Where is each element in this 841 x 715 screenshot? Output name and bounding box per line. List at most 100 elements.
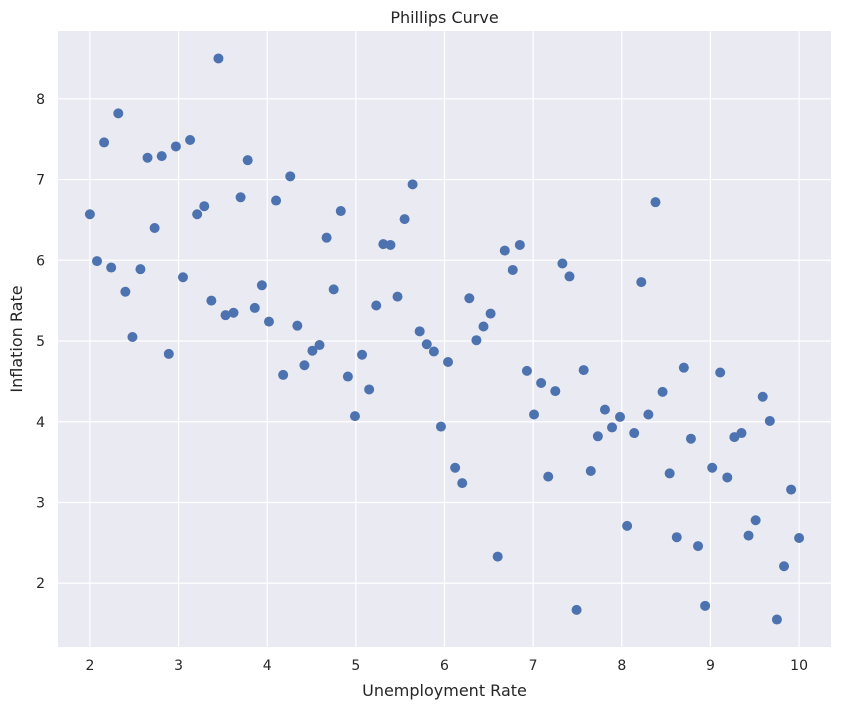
data-point bbox=[671, 532, 682, 543]
data-point bbox=[106, 262, 117, 273]
data-point bbox=[657, 386, 668, 397]
y-axis-label: Inflation Rate bbox=[7, 285, 26, 392]
data-point bbox=[84, 209, 95, 220]
x-tick-label: 9 bbox=[706, 658, 715, 674]
data-point bbox=[435, 421, 446, 432]
x-axis-label: Unemployment Rate bbox=[362, 681, 527, 700]
data-point bbox=[707, 462, 718, 473]
data-point bbox=[643, 409, 654, 420]
data-point bbox=[92, 256, 103, 267]
data-point bbox=[235, 192, 246, 203]
data-point bbox=[636, 277, 647, 288]
data-point bbox=[399, 214, 410, 225]
data-point bbox=[249, 302, 260, 313]
data-point bbox=[521, 365, 532, 376]
data-point bbox=[407, 179, 418, 190]
data-point bbox=[349, 411, 360, 422]
data-point bbox=[285, 171, 296, 182]
data-point bbox=[794, 533, 805, 544]
data-point bbox=[364, 384, 375, 395]
y-tick-label: 3 bbox=[36, 495, 45, 511]
data-point bbox=[786, 484, 797, 495]
data-point bbox=[736, 428, 747, 439]
x-tick-label: 5 bbox=[351, 658, 360, 674]
data-point bbox=[328, 284, 339, 295]
data-point bbox=[564, 271, 575, 282]
data-point bbox=[321, 232, 332, 243]
data-point bbox=[507, 264, 518, 275]
data-point bbox=[220, 310, 231, 321]
data-point bbox=[492, 551, 503, 562]
data-point bbox=[385, 239, 396, 250]
data-point bbox=[127, 331, 138, 342]
data-point bbox=[592, 431, 603, 442]
data-point bbox=[156, 151, 167, 162]
data-point bbox=[607, 422, 618, 433]
data-point bbox=[478, 321, 489, 332]
data-point bbox=[213, 53, 224, 64]
data-point bbox=[185, 134, 196, 145]
data-point bbox=[678, 362, 689, 373]
data-point bbox=[722, 472, 733, 483]
data-point bbox=[170, 141, 181, 152]
data-point bbox=[471, 335, 482, 346]
data-point bbox=[743, 530, 754, 541]
data-point bbox=[428, 346, 439, 357]
x-axis-ticks: 2 3 4 5 6 7 8 9 10 bbox=[85, 658, 808, 674]
data-point bbox=[292, 320, 303, 331]
data-point bbox=[443, 357, 454, 368]
data-point bbox=[149, 222, 160, 233]
data-point bbox=[700, 600, 711, 611]
x-tick-label: 4 bbox=[263, 658, 272, 674]
data-point bbox=[450, 462, 461, 473]
chart-title: Phillips Curve bbox=[390, 8, 498, 27]
data-point bbox=[228, 307, 239, 318]
data-point bbox=[421, 339, 432, 350]
y-tick-label: 5 bbox=[36, 334, 45, 350]
data-point bbox=[557, 258, 568, 269]
data-point bbox=[357, 349, 368, 360]
y-axis-ticks: 2 3 4 5 6 7 8 bbox=[36, 92, 45, 592]
data-point bbox=[271, 195, 282, 206]
data-point bbox=[615, 411, 626, 422]
data-point bbox=[263, 316, 274, 327]
data-point bbox=[163, 348, 174, 359]
grid-lines bbox=[58, 31, 831, 647]
data-point bbox=[485, 308, 496, 319]
data-point bbox=[307, 345, 318, 356]
data-point bbox=[571, 604, 582, 615]
y-tick-label: 6 bbox=[36, 253, 45, 269]
data-point bbox=[256, 280, 267, 291]
x-tick-label: 10 bbox=[790, 658, 808, 674]
data-point bbox=[206, 295, 217, 306]
data-point bbox=[550, 386, 561, 397]
data-point bbox=[629, 428, 640, 439]
data-point bbox=[578, 365, 589, 376]
data-point bbox=[135, 264, 146, 275]
data-points bbox=[84, 53, 805, 625]
data-point bbox=[278, 369, 289, 380]
y-tick-label: 4 bbox=[36, 415, 45, 431]
data-point bbox=[757, 391, 768, 402]
data-point bbox=[685, 433, 696, 444]
data-point bbox=[371, 300, 382, 311]
data-point bbox=[499, 245, 510, 256]
y-tick-label: 2 bbox=[36, 576, 45, 592]
data-point bbox=[543, 471, 554, 482]
data-point bbox=[664, 468, 675, 479]
data-point bbox=[764, 415, 775, 426]
data-point bbox=[750, 515, 761, 526]
data-point bbox=[585, 466, 596, 476]
x-tick-label: 8 bbox=[617, 658, 626, 674]
data-point bbox=[457, 478, 468, 489]
data-point bbox=[599, 404, 610, 415]
data-point bbox=[99, 137, 110, 148]
x-tick-label: 3 bbox=[174, 658, 183, 674]
data-point bbox=[120, 286, 131, 297]
data-point bbox=[622, 520, 633, 531]
y-tick-label: 7 bbox=[36, 173, 45, 189]
data-point bbox=[414, 326, 425, 337]
data-point bbox=[335, 206, 346, 217]
